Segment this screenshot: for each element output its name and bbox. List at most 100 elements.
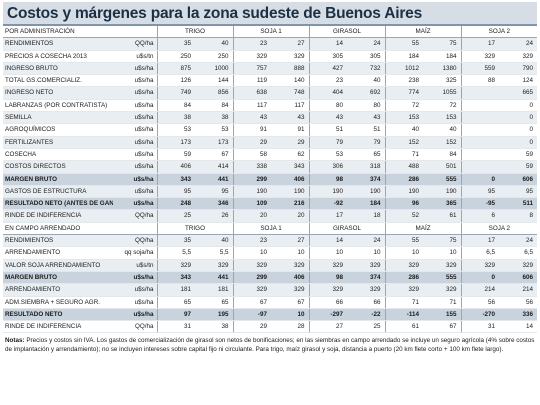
value-cell: 10 (423, 246, 462, 260)
value-cell: 17 (308, 209, 348, 223)
table-row: SEMILLA u$s/ha 38 38 43 43 43 43 153 153 0 (3, 111, 538, 125)
row-unit: u$s/ha (113, 308, 157, 322)
value-cell: 190 (232, 185, 272, 199)
value-cell: 53 (308, 148, 348, 162)
value-cell: 1012 (384, 62, 424, 76)
value-cell: 329 (308, 259, 348, 272)
table-row: COSTOS DIRECTOS u$s/ha 406 414 338 343 306 318 4… (3, 160, 538, 174)
value-cell: 53 (195, 123, 234, 137)
value-cell: 25 (347, 320, 386, 334)
value-cell: 17 (460, 37, 500, 51)
value-cell: 184 (423, 50, 462, 63)
row-label: MARGEN BRUTO (3, 173, 113, 186)
value-cell: 329 (423, 259, 462, 272)
value-cell: 119 (232, 74, 272, 88)
row-unit: QQ/ha (113, 37, 157, 51)
notes-text: Precios y costos sin IVA. Los gastos de … (5, 337, 535, 354)
value-cell: 329 (308, 283, 348, 297)
crop-header: MAÍZ (384, 26, 462, 39)
value-cell: 10 (347, 246, 386, 260)
table-row-highlight: RESULTADO NETO (antes de Gan.) u$s/ha 248 3… (3, 197, 538, 211)
value-cell: 75 (423, 234, 462, 248)
value-cell: 65 (156, 296, 195, 309)
value-cell: 59 (156, 148, 195, 162)
value-cell: 555 (423, 173, 462, 186)
value-cell: 53 (156, 123, 195, 137)
value-cell: 0 (460, 173, 500, 186)
value-cell: 67 (271, 296, 310, 309)
value-cell: 10 (232, 246, 272, 260)
value-cell: 501 (423, 160, 462, 174)
value-cell: 329 (232, 259, 272, 272)
value-cell: 238 (384, 74, 424, 88)
table-row: COSECHA u$s/ha 59 67 58 62 53 65 71 84 59 (3, 148, 538, 162)
value-cell: 329 (232, 50, 272, 63)
value-cell: 28 (271, 320, 310, 334)
value-cell: -92 (308, 197, 348, 211)
value-cell: 95 (195, 185, 234, 199)
row-unit: u$s/ha (113, 296, 157, 309)
value-cell: 95 (499, 185, 538, 199)
value-cell: 97 (156, 308, 195, 322)
value-cell: 184 (384, 50, 424, 63)
row-unit: u$s/ha (113, 283, 157, 297)
value-cell: 374 (347, 173, 386, 186)
value-cell: -22 (347, 308, 386, 322)
row-label: AGROQUÍMICOS (3, 123, 113, 137)
value-cell: 24 (347, 37, 386, 51)
row-label: COSTOS DIRECTOS (3, 160, 113, 174)
value-cell: 27 (271, 37, 310, 51)
value-cell: 140 (271, 74, 310, 88)
row-label: ARRENDAMIENTO (3, 246, 113, 260)
value-cell: 441 (195, 271, 234, 285)
value-cell: 10 (308, 246, 348, 260)
value-cell: 1055 (423, 86, 462, 100)
value-cell: 511 (499, 197, 538, 211)
value-cell: 14 (308, 234, 348, 248)
value-cell: 406 (156, 160, 195, 174)
value-cell: 343 (156, 173, 195, 186)
row-label: VALOR SOJA ARRENDAMIENTO (3, 259, 113, 272)
value-cell: 305 (347, 50, 386, 63)
row-unit: u$s/tn (113, 50, 157, 63)
row-unit: u$s/ha (113, 148, 157, 162)
value-cell: 27 (308, 320, 348, 334)
value-cell: 10 (271, 308, 310, 322)
value-cell: 555 (423, 271, 462, 285)
value-cell: 17 (460, 234, 500, 248)
value-cell: -270 (460, 308, 500, 322)
value-cell: 306 (308, 160, 348, 174)
value-cell: 72 (384, 99, 424, 113)
crop-header: GIRASOL (308, 26, 386, 39)
value-cell: 441 (195, 173, 234, 186)
value-cell: 80 (308, 99, 348, 113)
value-cell: 24 (499, 234, 538, 248)
row-unit: u$s/ha (113, 74, 157, 88)
value-cell: 40 (195, 234, 234, 248)
value-cell: 190 (347, 185, 386, 199)
value-cell: 109 (232, 197, 272, 211)
value-cell: 98 (308, 271, 348, 285)
costs-table: POR ADMINISTRACIÓN TRIGO SOJA 1 GIRASOL MAÍZ… (3, 26, 538, 334)
value-cell: 55 (384, 234, 424, 248)
value-cell: 404 (308, 86, 348, 100)
table-body: POR ADMINISTRACIÓN TRIGO SOJA 1 GIRASOL MAÍZ… (3, 26, 538, 334)
value-cell (460, 86, 500, 100)
row-label: RESULTADO NETO (3, 308, 113, 322)
table-row: VALOR SOJA ARRENDAMIENTO u$s/tn 329 329 329 3… (3, 259, 538, 272)
value-cell: 692 (347, 86, 386, 100)
value-cell (460, 99, 500, 113)
table-row: ADM.SIEMBRA + SEGURO AGR. u$s/ha 65 65 67 67 6… (3, 296, 538, 309)
row-label: TOTAL GS.COMERCIALIZ. (3, 74, 113, 88)
row-unit: u$s/ha (113, 136, 157, 149)
row-unit: u$s/ha (113, 197, 157, 211)
value-cell: 62 (271, 148, 310, 162)
value-cell: 329 (499, 259, 538, 272)
value-cell: 14 (499, 320, 538, 334)
value-cell: 23 (232, 234, 272, 248)
value-cell: 414 (195, 160, 234, 174)
value-cell: 59 (499, 160, 538, 174)
value-cell: 329 (460, 259, 500, 272)
value-cell: 61 (423, 209, 462, 223)
value-cell: 6 (460, 209, 500, 223)
